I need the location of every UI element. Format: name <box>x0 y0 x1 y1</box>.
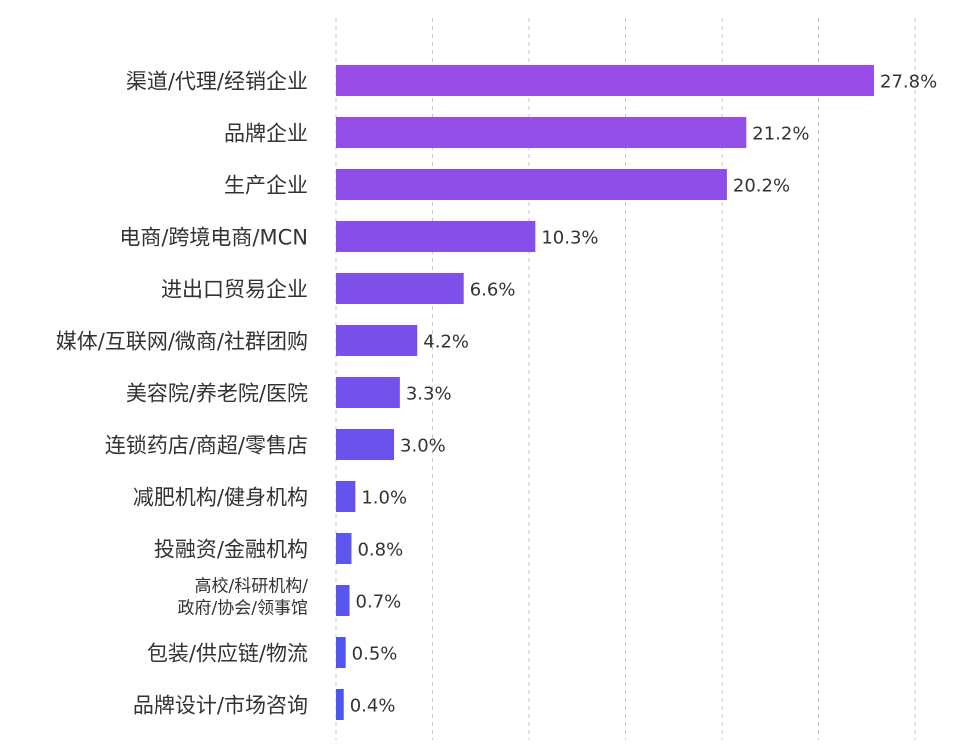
category-label: 连锁药店/商超/零售店 <box>105 434 308 458</box>
category-label: 品牌设计/市场咨询 <box>133 694 308 718</box>
bar <box>336 637 346 668</box>
bar <box>336 325 418 356</box>
category-label: 包装/供应链/物流 <box>147 642 308 666</box>
bar <box>336 585 350 616</box>
value-label: 0.4% <box>350 696 396 717</box>
category-label: 进出口贸易企业 <box>161 278 308 302</box>
bar <box>336 65 874 96</box>
bar <box>336 221 536 252</box>
bar <box>336 689 344 720</box>
value-label: 3.0% <box>400 436 446 457</box>
category-label: 品牌企业 <box>224 122 308 146</box>
category-label: 电商/跨境电商/MCN <box>119 226 308 250</box>
value-label: 27.8% <box>880 72 937 93</box>
category-label: 减肥机构/健身机构 <box>133 486 308 510</box>
bar <box>336 481 356 512</box>
bars <box>336 65 874 720</box>
bar <box>336 117 747 148</box>
bar <box>336 429 395 460</box>
value-labels: 27.8% 21.2% 20.2% 10.3% 6.6% 4.2% 3.3% 3.0% 1.0%… <box>350 72 937 717</box>
category-label: 投融资/金融机构 <box>154 538 308 562</box>
value-label: 6.6% <box>470 280 516 301</box>
category-label: 生产企业 <box>224 174 308 198</box>
value-label: 0.7% <box>356 592 402 613</box>
value-label: 21.2% <box>752 124 809 145</box>
bar <box>336 377 400 408</box>
value-label: 0.8% <box>357 540 403 561</box>
value-label: 4.2% <box>423 332 469 353</box>
value-label: 20.2% <box>733 176 790 197</box>
value-label: 10.3% <box>541 228 598 249</box>
category-label: 媒体/互联网/微商/社群团购 <box>56 330 308 354</box>
value-label: 3.3% <box>406 384 452 405</box>
category-label: 美容院/养老院/医院 <box>126 382 308 406</box>
value-label: 1.0% <box>361 488 407 509</box>
bar <box>336 533 352 564</box>
category-label: 渠道/代理/经销企业 <box>126 70 308 94</box>
bar <box>336 169 727 200</box>
value-label: 0.5% <box>352 644 398 665</box>
category-label: 高校/科研机构/ <box>195 577 309 597</box>
category-label: 政府/协会/领事馆 <box>178 599 308 619</box>
bar <box>336 273 464 304</box>
